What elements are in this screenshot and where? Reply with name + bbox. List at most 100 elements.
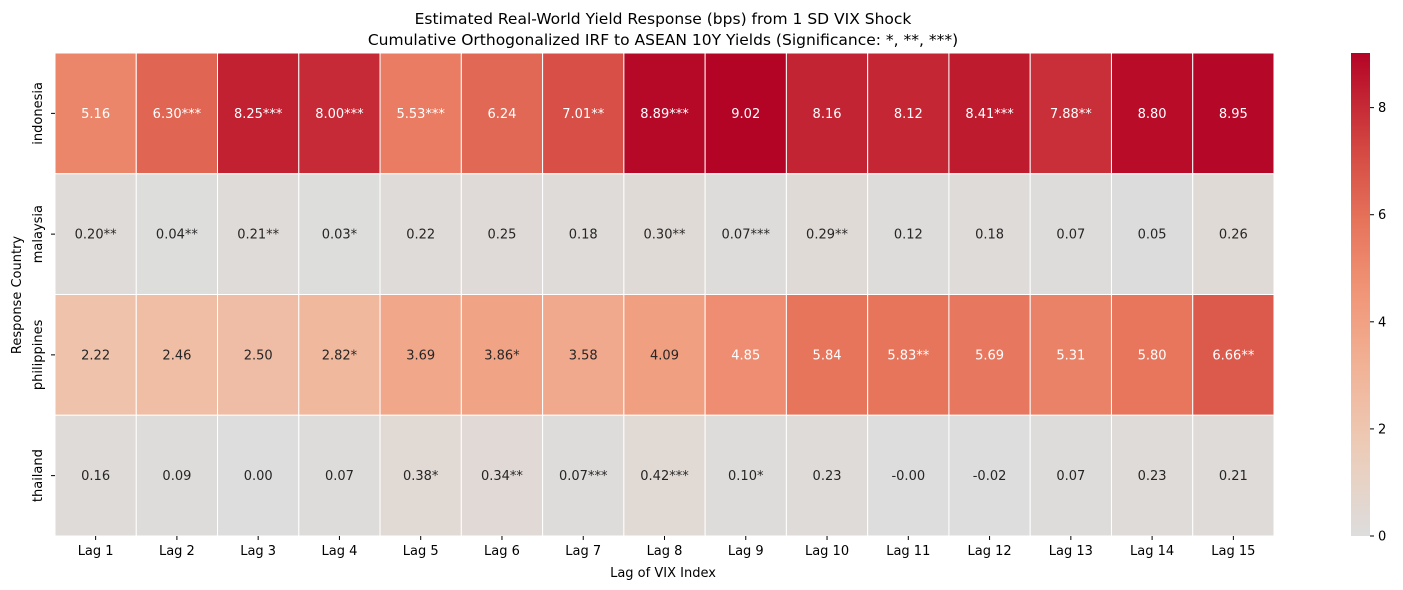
cell-label: 0.38*	[403, 469, 439, 484]
colorbar-tick-label: 2	[1378, 422, 1386, 437]
heatmap-cell	[785, 414, 869, 537]
colorbar-tick-label: 6	[1378, 208, 1386, 223]
cell-label: 5.69	[975, 348, 1004, 363]
cell-label: 3.86*	[484, 348, 520, 363]
heatmap-cell	[54, 294, 137, 416]
cell-label: 2.50	[244, 348, 273, 363]
heatmap-cell	[1192, 294, 1275, 416]
cell-label: 0.07	[1056, 469, 1085, 484]
heatmap-cell	[623, 173, 706, 295]
cell-label: 0.23	[813, 469, 842, 484]
cell-label: 4.09	[650, 348, 679, 363]
cell-label: 0.09	[162, 469, 191, 484]
x-tick-label: Lag 10	[805, 544, 849, 559]
cell-label: 2.82*	[322, 348, 358, 363]
heatmap-cell	[379, 173, 462, 295]
x-tick-label: Lag 7	[565, 544, 601, 559]
cell-label: 2.22	[81, 348, 110, 363]
cell-label: 3.69	[406, 348, 435, 363]
x-tick-label: Lag 8	[647, 544, 683, 559]
x-tick-label: Lag 9	[728, 544, 764, 559]
cell-label: 8.80	[1138, 107, 1167, 122]
cell-label: 8.95	[1219, 107, 1248, 122]
cell-label: 0.22	[406, 228, 435, 243]
heatmap-cell	[542, 173, 625, 295]
heatmap-cell	[135, 173, 219, 295]
x-tick-label: Lag 14	[1130, 544, 1174, 559]
cell-label: 2.46	[162, 348, 191, 363]
cell-label: 0.12	[894, 228, 923, 243]
cell-label: 0.07	[325, 469, 354, 484]
heatmap-cell	[1110, 414, 1194, 537]
cell-label: 0.20**	[75, 228, 117, 243]
cell-label: 0.07	[1056, 228, 1085, 243]
heatmap-cell	[704, 294, 787, 416]
heatmap-cell	[542, 294, 625, 416]
cell-label: 0.05	[1138, 228, 1167, 243]
heatmap-cell	[379, 294, 462, 416]
colorbar-tick-label: 8	[1378, 101, 1386, 116]
heatmap-cell	[948, 414, 1031, 537]
heatmap-cell	[623, 414, 706, 537]
cell-label: 0.34**	[481, 469, 523, 484]
heatmap-cell	[1192, 52, 1275, 175]
heatmap-cell	[1029, 173, 1112, 295]
heatmap-cell	[704, 414, 787, 537]
cell-label: 5.84	[813, 348, 842, 363]
heatmap-cell	[1110, 173, 1194, 295]
heatmap-cell	[379, 52, 462, 175]
heatmap-cell	[623, 52, 706, 175]
cell-label: 0.26	[1219, 228, 1248, 243]
cell-label: 8.25***	[234, 107, 283, 122]
chart-subtitle: Cumulative Orthogonalized IRF to ASEAN 1…	[368, 31, 958, 49]
cell-label: 6.24	[487, 107, 516, 122]
heatmap-cell	[948, 52, 1031, 175]
y-tick-label: philippines	[31, 319, 46, 390]
heatmap-cell	[460, 173, 544, 295]
cell-label: 8.41***	[965, 107, 1014, 122]
heatmap-cell	[135, 52, 219, 175]
x-axis-label: Lag of VIX Index	[610, 566, 716, 581]
colorbar-gradient	[1351, 53, 1370, 536]
cell-label: 8.16	[813, 107, 842, 122]
heatmap-cell	[298, 173, 381, 295]
heatmap-cell	[217, 52, 300, 175]
heatmap-cell	[785, 173, 869, 295]
cell-label: 0.21**	[237, 228, 279, 243]
x-tick-label: Lag 1	[78, 544, 114, 559]
cell-label: 4.85	[731, 348, 760, 363]
cell-label: 0.18	[975, 228, 1004, 243]
heatmap-cell	[298, 414, 381, 537]
y-axis-label: Response Country	[10, 236, 25, 355]
cell-label: 0.21	[1219, 469, 1248, 484]
y-tick-label: malaysia	[31, 205, 46, 263]
heatmap-cell	[54, 414, 137, 537]
heatmap-cell	[948, 173, 1031, 295]
x-tick-label: Lag 6	[484, 544, 520, 559]
heatmap-cell	[379, 414, 462, 537]
colorbar-tick-label: 4	[1378, 315, 1386, 330]
cell-label: 0.04**	[156, 228, 198, 243]
cell-label: 7.88**	[1050, 107, 1092, 122]
cell-label: 8.89***	[640, 107, 689, 122]
cell-label: 8.00***	[315, 107, 364, 122]
heatmap-cell	[135, 414, 219, 537]
x-tick-label: Lag 13	[1049, 544, 1093, 559]
cell-label: 0.07***	[559, 469, 608, 484]
heatmap-cell	[460, 294, 544, 416]
cell-label: 8.12	[894, 107, 923, 122]
cell-label: 6.66**	[1212, 348, 1254, 363]
cell-label: -0.00	[891, 469, 925, 484]
cell-label: 0.23	[1138, 469, 1167, 484]
heatmap-cell	[785, 52, 869, 175]
heatmap-cell	[785, 294, 869, 416]
heatmap-cells: 5.16 6.30*** 8.25*** 8.00*** 5.53*** 6.24 7.01…	[54, 52, 1275, 537]
cell-label: 5.80	[1138, 348, 1167, 363]
heatmap-cell	[948, 294, 1031, 416]
cell-label: 0.03*	[322, 228, 358, 243]
heatmap-cell	[1110, 52, 1194, 175]
heatmap-cell	[217, 414, 300, 537]
heatmap-cell	[217, 173, 300, 295]
y-tick-label: indonesia	[31, 82, 46, 145]
